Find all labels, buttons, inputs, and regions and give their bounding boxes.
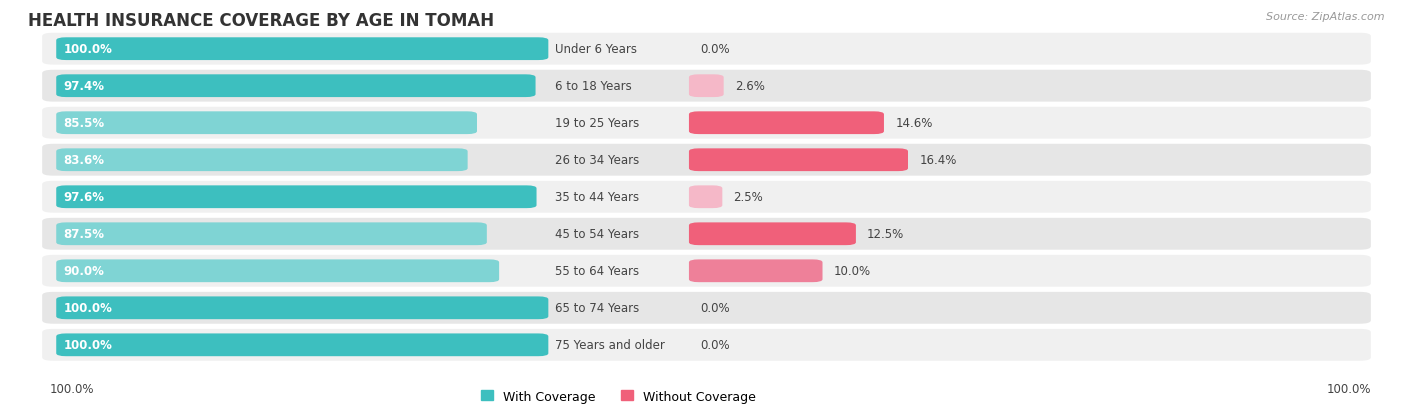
Text: Source: ZipAtlas.com: Source: ZipAtlas.com [1267,12,1385,22]
Text: 2.6%: 2.6% [735,80,765,93]
Text: 97.6%: 97.6% [63,191,104,204]
Text: 100.0%: 100.0% [63,301,112,315]
Text: 97.4%: 97.4% [63,80,104,93]
Text: 87.5%: 87.5% [63,228,104,241]
Text: 100.0%: 100.0% [49,382,94,395]
Text: 16.4%: 16.4% [920,154,956,167]
Text: HEALTH INSURANCE COVERAGE BY AGE IN TOMAH: HEALTH INSURANCE COVERAGE BY AGE IN TOMA… [28,12,495,30]
Text: 65 to 74 Years: 65 to 74 Years [555,301,640,315]
Text: 12.5%: 12.5% [868,228,904,241]
Text: 10.0%: 10.0% [834,265,870,278]
Text: 45 to 54 Years: 45 to 54 Years [555,228,640,241]
Text: 0.0%: 0.0% [700,43,730,56]
Text: 0.0%: 0.0% [700,301,730,315]
Text: 14.6%: 14.6% [896,117,932,130]
Text: 2.5%: 2.5% [734,191,763,204]
Text: Under 6 Years: Under 6 Years [555,43,637,56]
Text: 6 to 18 Years: 6 to 18 Years [555,80,633,93]
Text: 100.0%: 100.0% [1326,382,1371,395]
Text: 85.5%: 85.5% [63,117,104,130]
Text: 90.0%: 90.0% [63,265,104,278]
Text: 55 to 64 Years: 55 to 64 Years [555,265,640,278]
Text: 75 Years and older: 75 Years and older [555,339,665,351]
Text: 100.0%: 100.0% [63,43,112,56]
Text: 35 to 44 Years: 35 to 44 Years [555,191,640,204]
Text: 26 to 34 Years: 26 to 34 Years [555,154,640,167]
Text: 0.0%: 0.0% [700,339,730,351]
Text: 100.0%: 100.0% [63,339,112,351]
Text: 83.6%: 83.6% [63,154,104,167]
Text: 19 to 25 Years: 19 to 25 Years [555,117,640,130]
Legend: With Coverage, Without Coverage: With Coverage, Without Coverage [481,390,756,403]
